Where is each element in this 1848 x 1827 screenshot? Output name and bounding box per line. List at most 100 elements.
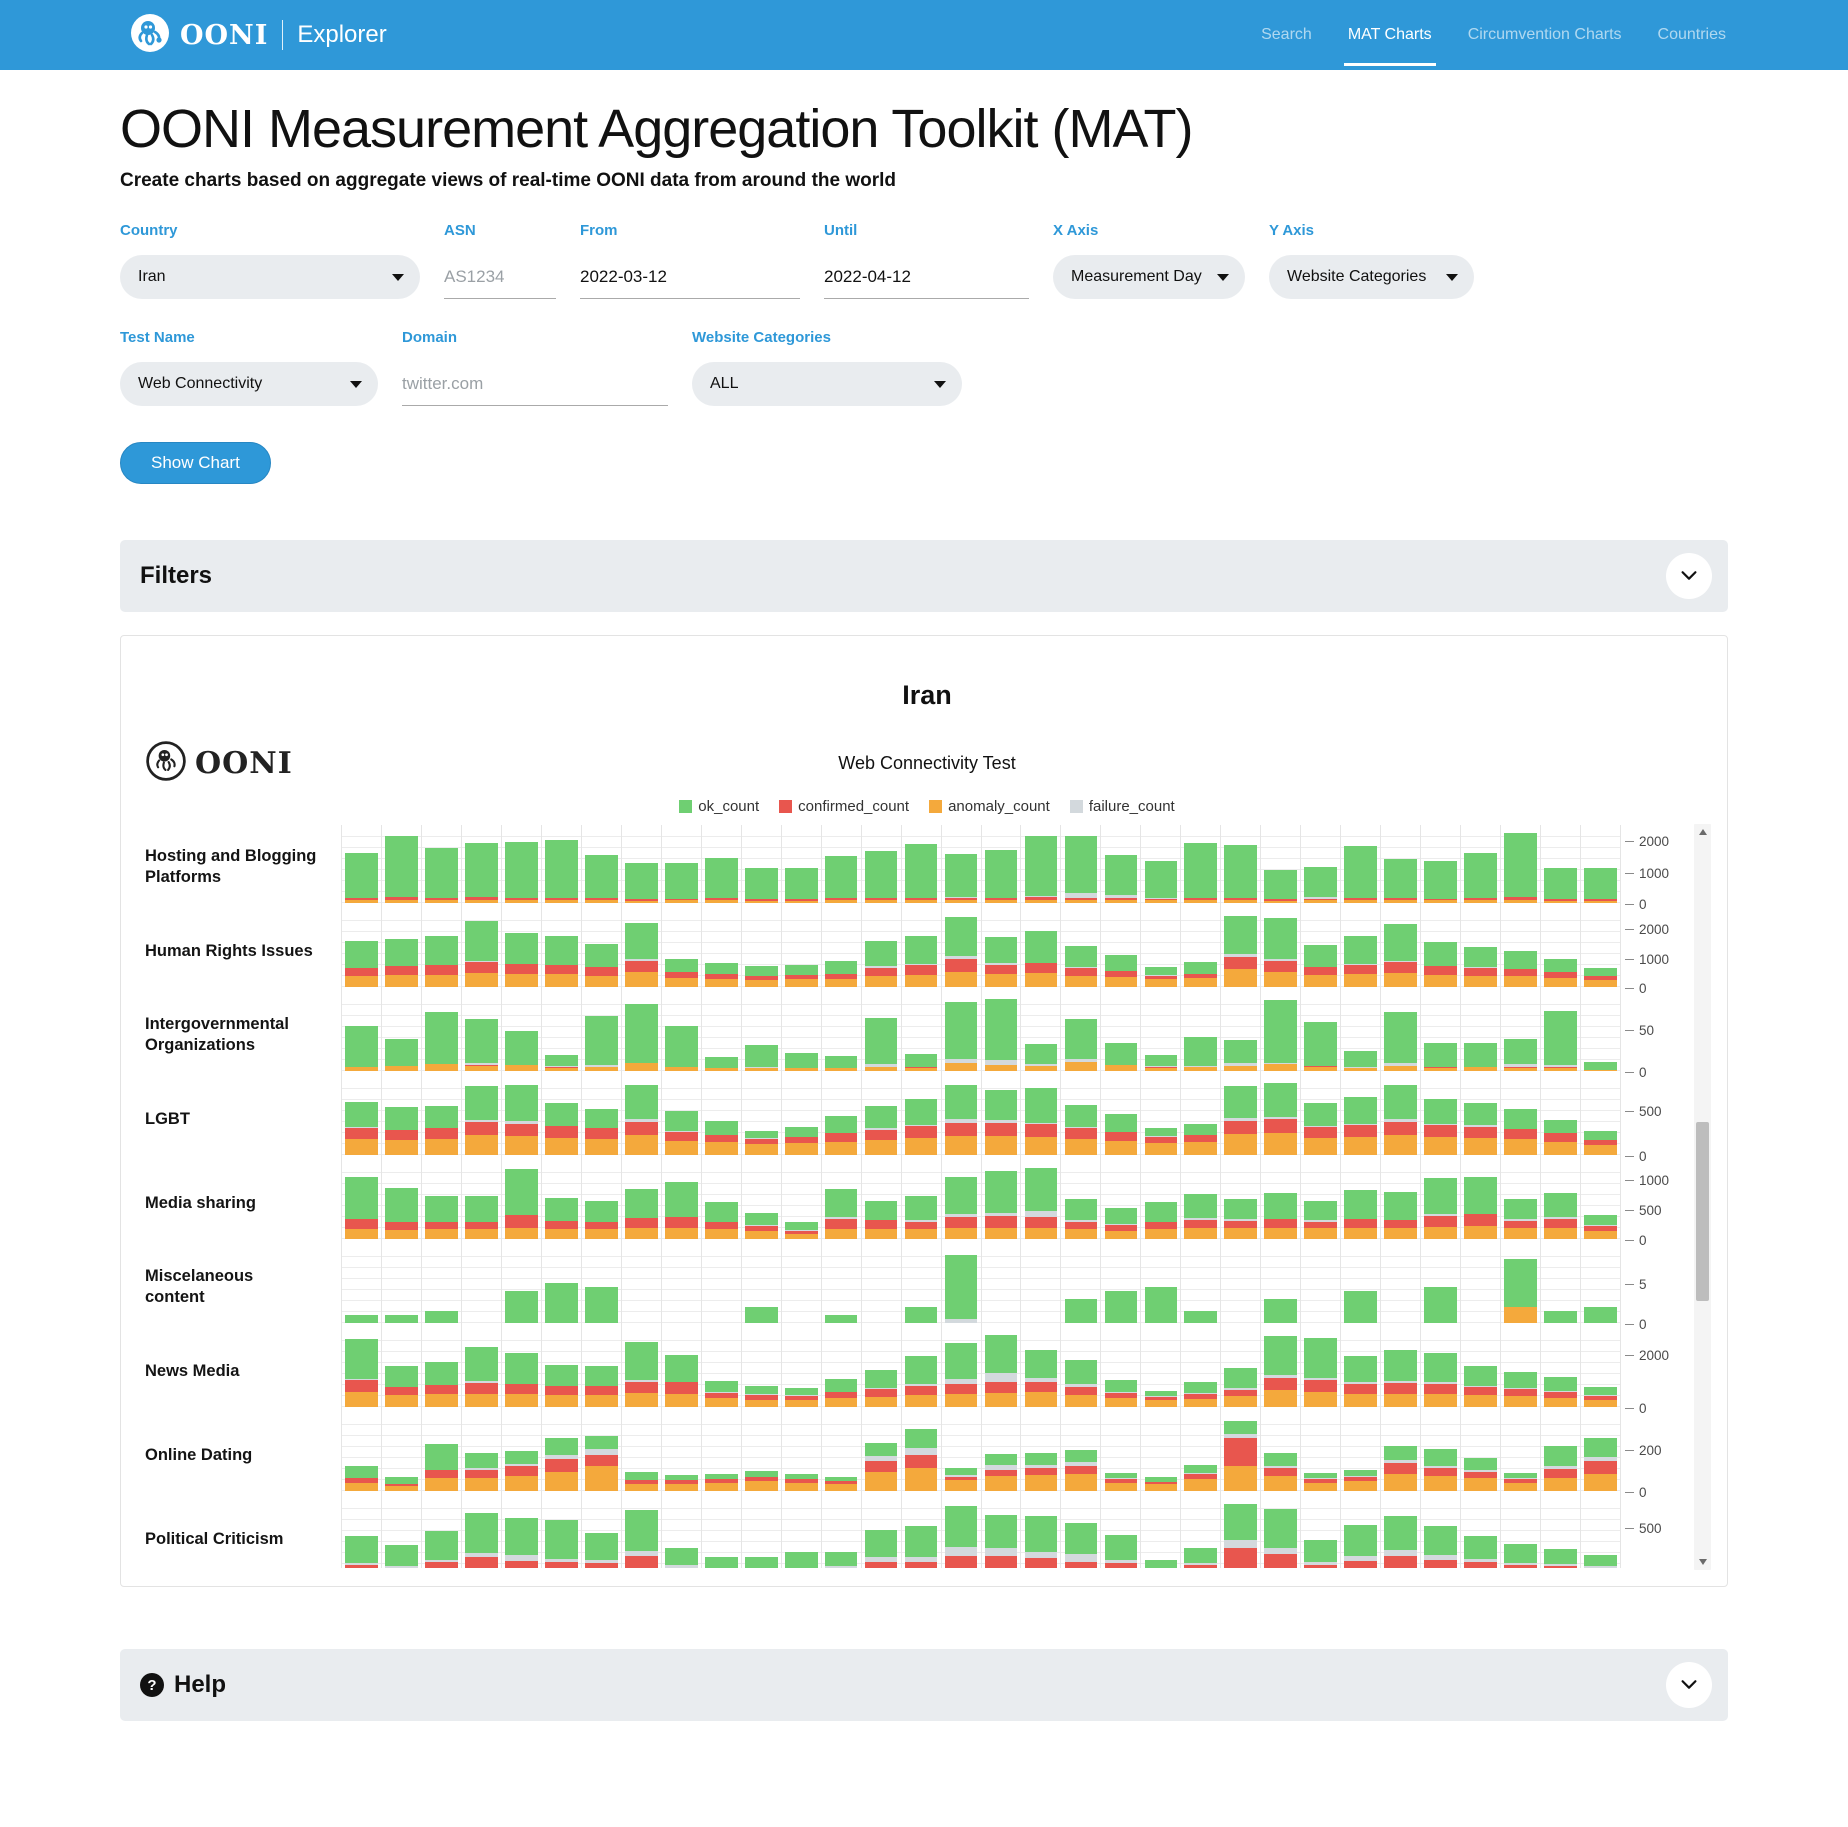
stacked-bar-6-16[interactable] <box>984 1335 1018 1407</box>
stacked-bar-3-6[interactable] <box>584 1109 618 1155</box>
stacked-bar-8-4[interactable] <box>505 1518 538 1568</box>
stacked-bar-4-9[interactable] <box>704 1201 738 1239</box>
stacked-bar-2-4[interactable] <box>505 1031 538 1071</box>
stacked-bar-2-30[interactable] <box>1544 1010 1577 1071</box>
stacked-bar-1-20[interactable] <box>1144 966 1178 987</box>
stacked-bar-4-15[interactable] <box>944 1177 978 1239</box>
stacked-bar-6-0[interactable] <box>345 1338 378 1407</box>
stacked-bar-8-28[interactable] <box>1464 1535 1497 1568</box>
stacked-bar-2-21[interactable] <box>1184 1036 1218 1071</box>
stacked-bar-2-8[interactable] <box>664 1026 698 1071</box>
stacked-bar-5-0[interactable] <box>345 1315 378 1323</box>
stacked-bar-6-5[interactable] <box>544 1365 578 1407</box>
stacked-bar-3-10[interactable] <box>744 1130 778 1155</box>
stacked-bar-7-31[interactable] <box>1584 1438 1617 1491</box>
stacked-bar-7-27[interactable] <box>1424 1448 1457 1491</box>
stacked-bar-6-13[interactable] <box>864 1369 898 1407</box>
stacked-bar-7-22[interactable] <box>1224 1421 1258 1491</box>
stacked-bar-7-8[interactable] <box>664 1475 698 1491</box>
stacked-bar-3-13[interactable] <box>864 1106 898 1155</box>
stacked-bar-3-0[interactable] <box>345 1101 378 1155</box>
stacked-bar-2-2[interactable] <box>425 1011 458 1071</box>
stacked-bar-7-0[interactable] <box>345 1465 378 1491</box>
stacked-bar-0-9[interactable] <box>704 857 738 903</box>
stacked-bar-1-16[interactable] <box>984 936 1018 987</box>
stacked-bar-7-4[interactable] <box>505 1450 538 1491</box>
stacked-bar-7-5[interactable] <box>544 1438 578 1491</box>
stacked-bar-1-22[interactable] <box>1224 916 1258 987</box>
stacked-bar-6-18[interactable] <box>1064 1360 1098 1407</box>
stacked-bar-6-2[interactable] <box>425 1362 458 1407</box>
stacked-bar-1-12[interactable] <box>824 961 858 987</box>
stacked-bar-0-5[interactable] <box>544 839 578 903</box>
stacked-bar-0-28[interactable] <box>1464 852 1497 903</box>
stacked-bar-1-1[interactable] <box>385 938 418 987</box>
stacked-bar-5-2[interactable] <box>425 1311 458 1323</box>
stacked-bar-3-23[interactable] <box>1264 1083 1298 1155</box>
y-axis-select[interactable]: Website Categories <box>1269 255 1474 299</box>
stacked-bar-5-5[interactable] <box>544 1283 578 1323</box>
stacked-bar-3-20[interactable] <box>1144 1127 1178 1155</box>
stacked-bar-7-25[interactable] <box>1344 1469 1378 1491</box>
brand[interactable]: OONI Explorer <box>130 13 387 58</box>
stacked-bar-3-19[interactable] <box>1104 1113 1138 1155</box>
stacked-bar-5-29[interactable] <box>1504 1259 1537 1323</box>
stacked-bar-4-3[interactable] <box>465 1195 498 1239</box>
stacked-bar-0-15[interactable] <box>944 854 978 903</box>
stacked-bar-8-23[interactable] <box>1264 1509 1298 1568</box>
stacked-bar-1-15[interactable] <box>944 916 978 987</box>
stacked-bar-0-19[interactable] <box>1104 855 1138 903</box>
stacked-bar-7-3[interactable] <box>465 1452 498 1491</box>
stacked-bar-0-17[interactable] <box>1024 836 1058 903</box>
stacked-bar-4-16[interactable] <box>984 1171 1018 1239</box>
legend-item-failure_count[interactable]: failure_count <box>1069 798 1175 815</box>
stacked-bar-2-5[interactable] <box>544 1055 578 1071</box>
stacked-bar-5-21[interactable] <box>1184 1311 1218 1323</box>
stacked-bar-8-6[interactable] <box>584 1532 618 1568</box>
stacked-bar-2-3[interactable] <box>465 1019 498 1071</box>
test-name-select[interactable]: Web Connectivity <box>120 362 378 406</box>
stacked-bar-1-25[interactable] <box>1344 935 1378 987</box>
stacked-bar-3-21[interactable] <box>1184 1124 1218 1155</box>
stacked-bar-2-19[interactable] <box>1104 1043 1138 1071</box>
website-categories-select[interactable]: ALL <box>692 362 962 406</box>
stacked-bar-5-10[interactable] <box>744 1307 778 1323</box>
stacked-bar-8-17[interactable] <box>1024 1515 1058 1568</box>
stacked-bar-6-15[interactable] <box>944 1342 978 1407</box>
nav-link-search[interactable]: Search <box>1261 26 1312 43</box>
stacked-bar-6-10[interactable] <box>744 1386 778 1407</box>
stacked-bar-8-5[interactable] <box>544 1520 578 1568</box>
stacked-bar-1-17[interactable] <box>1024 930 1058 987</box>
stacked-bar-4-30[interactable] <box>1544 1192 1577 1239</box>
stacked-bar-3-2[interactable] <box>425 1106 458 1155</box>
stacked-bar-0-18[interactable] <box>1064 836 1098 903</box>
stacked-bar-6-28[interactable] <box>1464 1365 1497 1407</box>
stacked-bar-4-28[interactable] <box>1464 1177 1497 1239</box>
help-expand-button[interactable] <box>1666 1662 1712 1708</box>
stacked-bar-4-0[interactable] <box>345 1176 378 1239</box>
stacked-bar-8-18[interactable] <box>1064 1523 1098 1568</box>
stacked-bar-0-0[interactable] <box>345 852 378 903</box>
stacked-bar-3-9[interactable] <box>704 1120 738 1155</box>
stacked-bar-4-8[interactable] <box>664 1182 698 1239</box>
stacked-bar-1-3[interactable] <box>465 921 498 987</box>
show-chart-button[interactable]: Show Chart <box>120 442 271 484</box>
stacked-bar-7-10[interactable] <box>744 1470 778 1491</box>
stacked-bar-3-12[interactable] <box>824 1116 858 1155</box>
stacked-bar-1-7[interactable] <box>624 922 658 987</box>
stacked-bar-6-17[interactable] <box>1024 1349 1058 1407</box>
legend-item-confirmed_count[interactable]: confirmed_count <box>779 798 909 815</box>
stacked-bar-6-12[interactable] <box>824 1379 858 1407</box>
stacked-bar-1-23[interactable] <box>1264 917 1298 987</box>
stacked-bar-8-3[interactable] <box>465 1513 498 1568</box>
stacked-bar-8-2[interactable] <box>425 1530 458 1568</box>
stacked-bar-3-27[interactable] <box>1424 1099 1457 1155</box>
nav-link-countries[interactable]: Countries <box>1657 26 1726 43</box>
stacked-bar-3-24[interactable] <box>1304 1102 1338 1155</box>
stacked-bar-8-9[interactable] <box>704 1556 738 1568</box>
stacked-bar-4-14[interactable] <box>904 1196 938 1239</box>
stacked-bar-2-12[interactable] <box>824 1055 858 1071</box>
stacked-bar-0-1[interactable] <box>385 836 418 903</box>
stacked-bar-2-15[interactable] <box>944 1001 978 1071</box>
stacked-bar-4-21[interactable] <box>1184 1194 1218 1239</box>
